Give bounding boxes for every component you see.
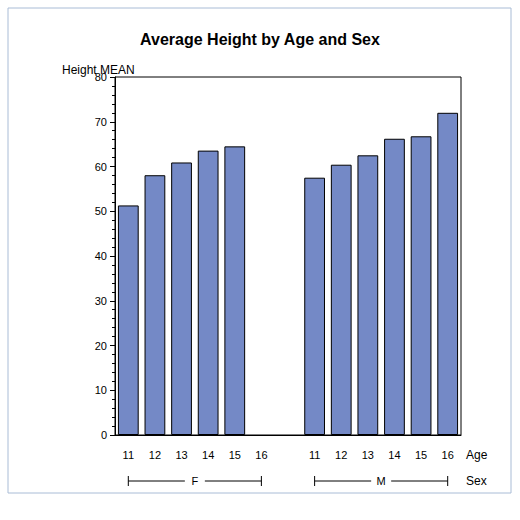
svg-text:13: 13 [175, 449, 187, 461]
svg-text:14: 14 [388, 449, 400, 461]
svg-text:F: F [191, 475, 198, 487]
svg-text:12: 12 [149, 449, 161, 461]
svg-text:0: 0 [101, 429, 107, 441]
svg-text:15: 15 [415, 449, 427, 461]
svg-text:10: 10 [95, 384, 107, 396]
svg-text:11: 11 [309, 449, 320, 461]
svg-text:16: 16 [255, 449, 267, 461]
svg-text:M: M [377, 475, 386, 487]
svg-text:Average Height by Age and Sex: Average Height by Age and Sex [140, 31, 380, 48]
svg-text:11: 11 [123, 449, 134, 461]
svg-text:60: 60 [95, 161, 107, 173]
svg-text:50: 50 [95, 205, 107, 217]
svg-text:30: 30 [95, 295, 107, 307]
svg-text:40: 40 [95, 250, 107, 262]
svg-text:12: 12 [335, 449, 347, 461]
svg-text:Sex: Sex [466, 474, 487, 488]
svg-text:13: 13 [362, 449, 374, 461]
svg-text:Age: Age [466, 448, 488, 462]
svg-text:16: 16 [442, 449, 454, 461]
svg-text:14: 14 [202, 449, 214, 461]
svg-text:Height MEAN: Height MEAN [62, 63, 135, 77]
svg-text:15: 15 [229, 449, 241, 461]
svg-text:70: 70 [95, 116, 107, 128]
svg-text:80: 80 [95, 71, 107, 83]
svg-text:20: 20 [95, 340, 107, 352]
